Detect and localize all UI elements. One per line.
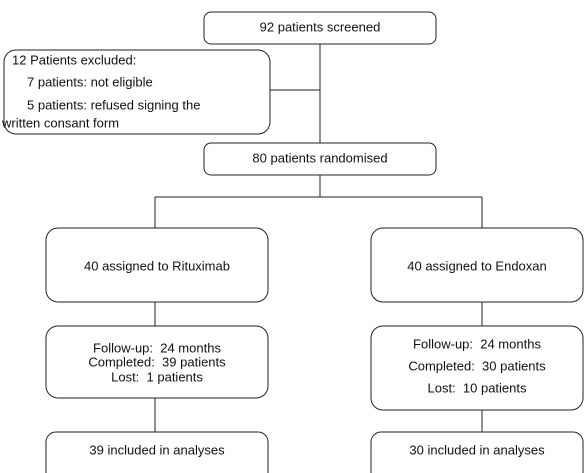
excluded-box xyxy=(3,49,271,135)
assigned-label: 40 assigned to Rituximab xyxy=(84,258,230,273)
assigned-label: 40 assigned to Endoxan xyxy=(407,258,547,273)
screened-box xyxy=(203,11,437,45)
randomised-box xyxy=(203,142,437,176)
analysed-box xyxy=(370,431,584,473)
analysed-label: 30 included in analyses xyxy=(409,442,545,457)
followup-box xyxy=(45,325,269,399)
randomised-label: 80 patients randomised xyxy=(252,150,387,165)
analysed-label: 39 included in analyses xyxy=(89,442,225,457)
followup-line: Lost: 10 patients xyxy=(427,380,527,395)
connectors xyxy=(154,44,483,432)
screened-label: 92 patients screened xyxy=(260,19,381,34)
followup-line: Follow-up: 24 months xyxy=(413,336,541,351)
followup-box xyxy=(370,325,584,411)
followup-line: Completed: 30 patients xyxy=(408,358,546,373)
analysed-box xyxy=(45,431,269,473)
excluded-title: 12 Patients excluded: xyxy=(12,52,136,67)
excluded-line: written consant form xyxy=(1,115,119,130)
followup-line: Lost: 1 patients xyxy=(111,369,203,384)
excluded-line: 7 patients: not eligible xyxy=(27,74,153,89)
assigned-box xyxy=(45,227,269,303)
followup-line: Completed: 39 patients xyxy=(88,354,226,369)
followup-line: Follow-up: 24 months xyxy=(93,340,221,355)
assigned-box xyxy=(370,227,584,303)
excluded-line: 5 patients: refused signing the xyxy=(27,97,200,112)
